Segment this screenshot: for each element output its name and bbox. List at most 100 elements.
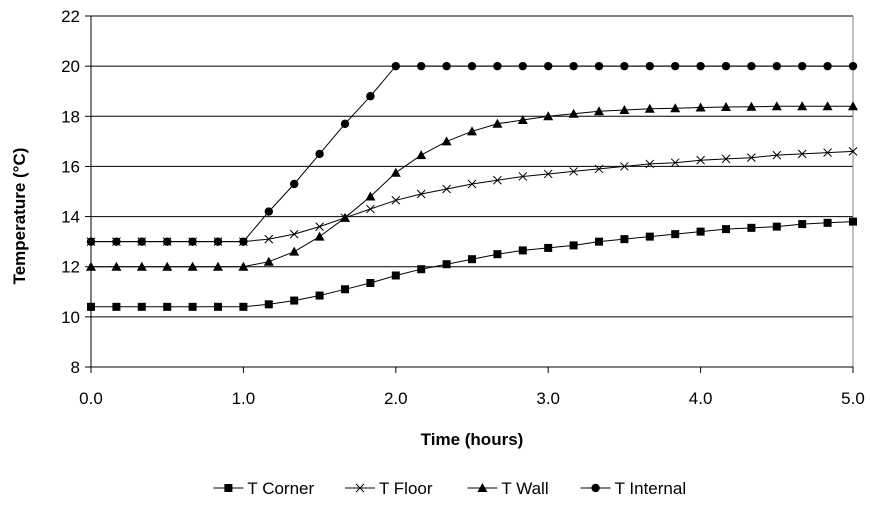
legend-item-t-floor: T Floor: [345, 479, 433, 498]
marker-stroke: [848, 147, 858, 156]
data-point-t-wall: [340, 212, 351, 222]
marker-stroke: [645, 159, 655, 169]
data-point-t-floor: [518, 172, 528, 181]
marker-stroke: [315, 222, 324, 231]
data-point-t-corner: [569, 241, 578, 250]
data-point-t-corner: [620, 235, 629, 244]
data-point-t-corner: [849, 217, 857, 226]
data-point-t-wall: [187, 261, 198, 271]
data-point-t-corner: [518, 246, 527, 255]
data-point-t-wall: [111, 261, 122, 271]
data-point-t-wall: [441, 136, 452, 146]
series-line-t-internal: [91, 65, 853, 243]
data-point-t-corner: [747, 223, 756, 232]
data-point-t-corner: [137, 302, 146, 311]
legend-marker-t-floor: [355, 483, 365, 493]
marker-stroke: [543, 169, 553, 179]
data-point-t-floor: [670, 158, 680, 168]
legend-marker-t-internal: [591, 483, 600, 493]
data-point-t-corner: [341, 285, 350, 294]
data-point-t-internal: [772, 61, 781, 71]
data-point-t-floor: [696, 155, 705, 165]
data-point-t-corner: [772, 222, 781, 231]
data-point-t-floor: [772, 150, 782, 160]
data-point-t-wall: [746, 101, 757, 111]
y-tick-label: 18: [61, 107, 80, 126]
data-point-t-wall: [822, 101, 833, 111]
marker-stroke: [569, 167, 578, 176]
data-point-t-floor: [569, 167, 578, 176]
data-point-t-corner: [696, 227, 705, 236]
data-point-t-floor: [493, 175, 502, 185]
data-point-t-wall: [517, 115, 528, 125]
marker-stroke: [366, 204, 375, 214]
data-point-t-floor: [594, 164, 604, 174]
data-point-t-internal: [848, 61, 858, 71]
legend-marker-t-corner: [224, 484, 233, 492]
data-point-t-internal: [823, 61, 832, 71]
x-axis-title: Time (hours): [421, 430, 524, 449]
data-point-t-wall: [797, 101, 808, 111]
data-point-t-wall: [289, 246, 300, 256]
data-point-t-internal: [798, 61, 807, 71]
marker-stroke: [289, 229, 299, 239]
data-point-t-wall: [568, 108, 579, 118]
data-point-t-internal: [213, 237, 223, 246]
marker-stroke: [823, 148, 832, 157]
legend-item-t-corner: T Corner: [213, 479, 315, 498]
data-point-t-corner: [264, 300, 273, 309]
data-point-t-floor: [467, 179, 477, 189]
marker-stroke: [416, 189, 426, 199]
data-point-t-wall: [136, 261, 147, 271]
legend: T Corner T Floor T Wall T Internal: [213, 479, 686, 498]
marker-stroke: [467, 179, 477, 189]
marker-stroke: [518, 172, 528, 181]
data-point-t-internal: [670, 61, 680, 71]
data-point-t-wall: [390, 167, 401, 177]
y-tick-label: 14: [61, 208, 80, 227]
data-point-t-wall: [212, 261, 223, 271]
grid-lines: [91, 15, 853, 318]
data-point-t-wall: [593, 106, 604, 116]
x-tick-label: 2.0: [384, 389, 408, 408]
marker-stroke: [772, 150, 782, 160]
axes: [85, 15, 854, 373]
legend-item-t-wall: T Wall: [467, 479, 549, 498]
data-point-t-corner: [594, 237, 603, 246]
data-point-t-floor: [797, 149, 807, 159]
data-point-t-corner: [188, 302, 197, 311]
data-point-t-internal: [747, 61, 756, 71]
data-point-t-floor: [543, 169, 553, 179]
y-axis-title: Temperature (°C): [10, 148, 29, 285]
data-point-t-internal: [518, 61, 527, 71]
data-point-t-corner: [442, 260, 451, 269]
data-point-t-floor: [366, 204, 375, 214]
data-point-t-floor: [442, 184, 451, 194]
data-point-t-corner: [468, 255, 476, 264]
data-point-t-internal: [620, 61, 629, 71]
data-point-t-internal: [239, 237, 248, 246]
data-point-t-corner: [87, 302, 95, 311]
data-point-t-corner: [391, 271, 400, 280]
data-point-t-floor: [823, 148, 832, 157]
data-point-t-internal: [137, 237, 146, 246]
data-point-t-corner: [417, 265, 426, 274]
data-point-t-wall: [365, 191, 376, 201]
data-point-t-corner: [213, 302, 222, 311]
marker-stroke: [391, 195, 401, 205]
data-point-t-floor: [289, 229, 299, 239]
series-group: [86, 61, 858, 311]
data-point-t-internal: [391, 61, 400, 71]
marker-stroke: [696, 155, 705, 165]
y-tick-label: 12: [61, 258, 80, 277]
data-point-t-internal: [569, 61, 578, 71]
data-point-t-wall: [721, 102, 732, 112]
data-point-t-wall: [670, 103, 681, 113]
series-t-wall: [86, 101, 858, 271]
data-point-t-internal: [289, 179, 299, 189]
legend-label: T Corner: [247, 479, 314, 498]
data-point-t-internal: [366, 92, 375, 101]
marker-stroke: [355, 483, 365, 493]
